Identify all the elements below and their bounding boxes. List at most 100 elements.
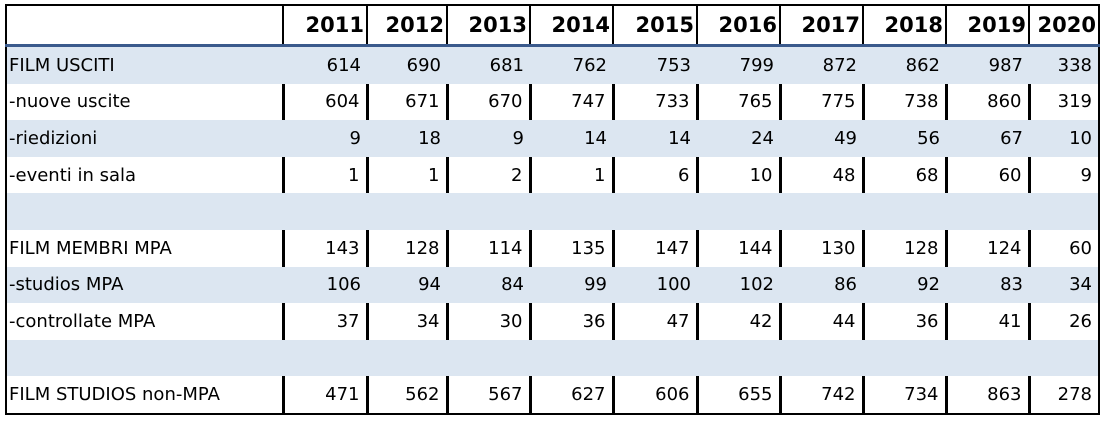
table-cell [447,339,530,377]
table-cell [613,193,697,230]
table-cell: 863 [946,376,1031,415]
year-header: 2018 [862,5,946,47]
data-table: 2011 2012 2013 2014 2015 2016 2017 2018 … [5,4,1100,415]
table-cell: 1 [283,156,369,194]
table-cell: 49 [780,120,863,157]
table-cell: 114 [447,229,532,267]
table-cell: 147 [613,229,699,267]
table-cell: 278 [1029,376,1099,415]
spacer-row [6,193,1099,230]
table-row: -nuove uscite 604 671 670 747 733 765 775 738 860… [6,83,1099,121]
table-cell: 67 [946,120,1029,157]
table-cell: 124 [946,229,1031,267]
table-cell: 9 [447,120,530,157]
table-cell: 41 [946,303,1031,340]
row-label: -controllate MPA [6,303,285,340]
row-label [6,339,283,377]
table-cell: 34 [367,303,449,340]
table-cell [946,193,1029,230]
table-cell: 130 [780,229,865,267]
table-cell: 471 [283,376,369,415]
table-cell: 2 [447,156,532,194]
year-header: 2015 [612,5,697,47]
table-row: -riedizioni 9 18 9 14 14 24 49 56 67 10 [6,120,1099,157]
year-header: 2013 [446,5,530,47]
table-row: -studios MPA 106 94 84 99 100 102 86 92 83 34 [6,266,1099,304]
year-header: 2016 [696,5,780,47]
table-cell: 987 [946,45,1029,84]
table-cell: 1 [530,156,615,194]
table-cell [697,339,780,377]
table-cell: 738 [863,83,948,121]
year-header: 2020 [1028,5,1099,47]
table-cell: 102 [697,266,780,304]
table-cell: 562 [367,376,449,415]
table-cell [283,339,367,377]
table-cell: 42 [697,303,782,340]
table-cell: 733 [613,83,699,121]
table-cell: 60 [946,156,1031,194]
table-cell: 655 [697,376,782,415]
table-cell: 799 [697,45,780,84]
table-cell [946,339,1029,377]
spacer-row [6,339,1099,377]
table-cell [613,339,697,377]
table-cell [1029,339,1099,377]
year-header: 2011 [282,5,367,47]
row-label: FILM USCITI [6,45,283,84]
table-cell: 30 [447,303,532,340]
table-cell: 34 [1029,266,1099,304]
table-cell [367,339,447,377]
table-cell: 84 [447,266,530,304]
table-row: FILM MEMBRI MPA 143 128 114 135 147 144 130 128 1… [6,229,1099,267]
table-cell: 44 [780,303,865,340]
year-header: 2014 [529,5,613,47]
row-label: -riedizioni [6,120,283,157]
table-cell: 860 [946,83,1031,121]
table-cell: 10 [697,156,782,194]
table-cell [530,193,613,230]
table-cell: 6 [613,156,699,194]
table-cell: 26 [1029,303,1099,340]
table-cell: 128 [863,229,948,267]
header-row: 2011 2012 2013 2014 2015 2016 2017 2018 … [6,5,1099,47]
table-cell: 68 [863,156,948,194]
table-cell: 627 [530,376,615,415]
table-cell: 9 [1029,156,1099,194]
year-header: 2017 [779,5,863,47]
table-cell: 135 [530,229,615,267]
table-cell: 742 [780,376,865,415]
table-cell: 24 [697,120,780,157]
table-cell: 99 [530,266,613,304]
table-cell: 338 [1029,45,1099,84]
table-cell: 734 [863,376,948,415]
table-cell [863,193,946,230]
table-cell: 604 [283,83,369,121]
row-label [6,193,283,230]
table-cell: 36 [863,303,948,340]
table-cell: 128 [367,229,449,267]
table-cell: 567 [447,376,532,415]
table-row: FILM USCITI 614 690 681 762 753 799 872 862 987 33… [6,45,1099,84]
table-cell: 94 [367,266,447,304]
table-row: -eventi in sala 1 1 2 1 6 10 48 68 60 9 [6,156,1099,194]
table-cell: 144 [697,229,782,267]
table-cell [530,339,613,377]
table-cell: 37 [283,303,369,340]
row-label: FILM STUDIOS non-MPA [6,376,285,415]
table-cell: 671 [367,83,449,121]
table-cell: 60 [1029,229,1099,267]
table-cell: 9 [283,120,367,157]
table-cell: 100 [613,266,697,304]
table-cell: 319 [1029,83,1099,121]
table-cell: 862 [863,45,946,84]
table-cell: 14 [530,120,613,157]
table-cell: 92 [863,266,946,304]
year-header: 2019 [945,5,1029,47]
table-cell: 56 [863,120,946,157]
table-cell [780,193,863,230]
row-label: -nuove uscite [6,83,285,121]
table-cell: 83 [946,266,1029,304]
table-cell: 670 [447,83,532,121]
table-cell [367,193,447,230]
